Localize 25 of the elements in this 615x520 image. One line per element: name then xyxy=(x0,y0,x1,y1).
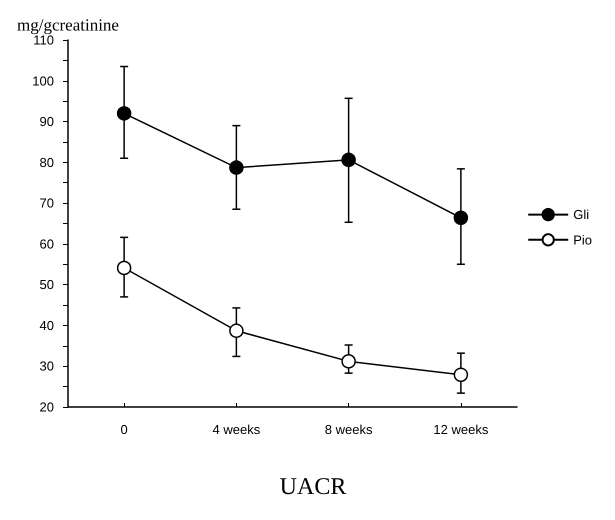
x-tick-label: 12 weeks xyxy=(433,422,489,437)
legend-label: Pio xyxy=(573,232,592,248)
x-tick-label: 0 xyxy=(120,422,128,437)
x-tick-label: 8 weeks xyxy=(324,422,373,437)
y-tick-label: 70 xyxy=(40,196,54,211)
y-tick-label: 50 xyxy=(40,277,54,292)
y-tick-label: 20 xyxy=(40,400,54,414)
point xyxy=(116,106,132,121)
point xyxy=(454,210,468,226)
y-tick-label: 60 xyxy=(40,236,54,252)
y-tick-label: 40 xyxy=(40,318,54,333)
point xyxy=(341,152,356,168)
y-tick-label: 100 xyxy=(32,73,54,88)
point xyxy=(116,260,132,276)
point xyxy=(454,368,468,382)
text: UACR xyxy=(280,474,346,500)
point xyxy=(229,160,244,175)
y-tick-label: 90 xyxy=(40,114,54,130)
y-tick-label: 80 xyxy=(40,154,54,170)
point xyxy=(229,324,244,338)
point xyxy=(341,354,356,369)
y-axis-title: mg/gcreatinine xyxy=(17,16,119,35)
x-tick-label: 4 weeks xyxy=(212,422,261,437)
legend-label: Gli xyxy=(573,207,590,222)
y-tick-label: 30 xyxy=(40,358,54,374)
